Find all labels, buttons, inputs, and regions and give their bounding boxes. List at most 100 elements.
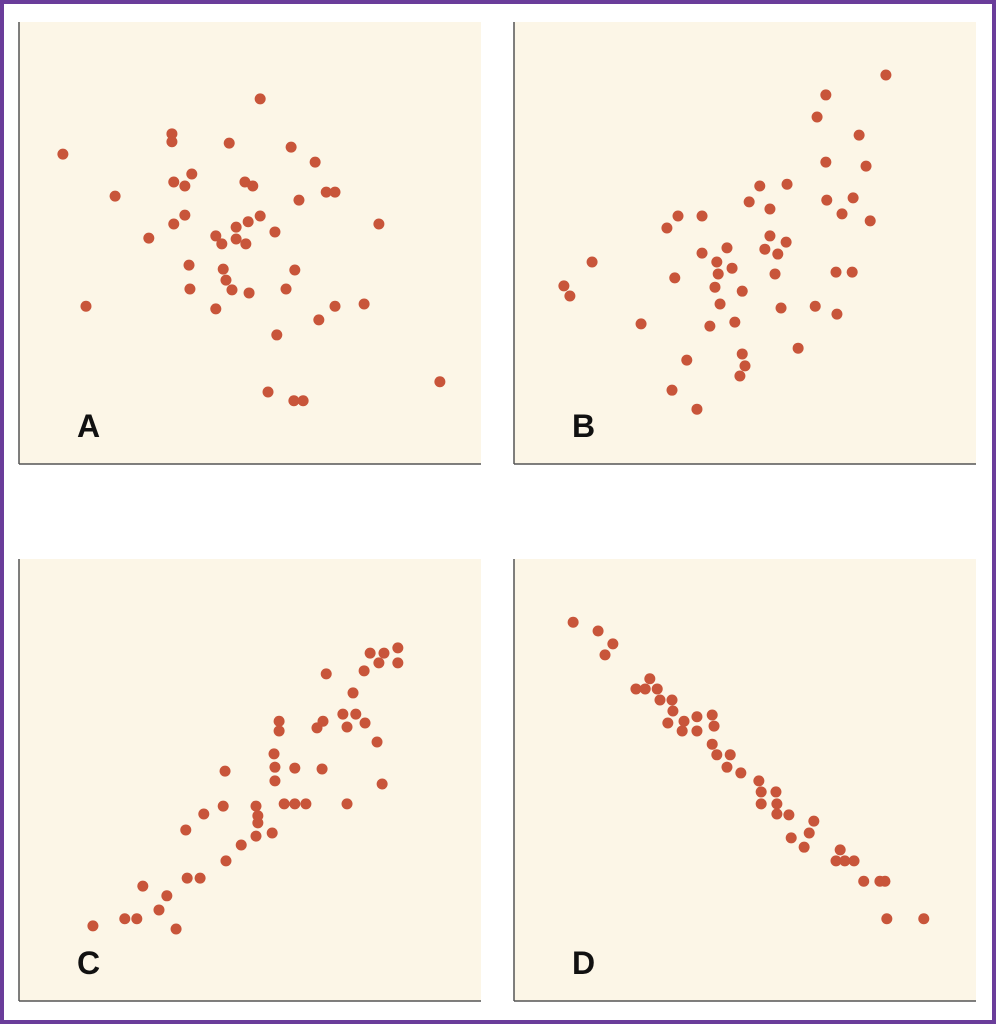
- point: [247, 180, 259, 192]
- point: [309, 156, 321, 168]
- point: [358, 298, 370, 310]
- point: [168, 176, 180, 188]
- point: [268, 748, 280, 760]
- point: [186, 168, 198, 180]
- point: [809, 300, 821, 312]
- point: [798, 841, 810, 853]
- point: [250, 830, 262, 842]
- point: [881, 913, 893, 925]
- plot-background: [514, 559, 976, 1001]
- point: [839, 855, 851, 867]
- point: [764, 203, 776, 215]
- point: [313, 314, 325, 326]
- point: [771, 798, 783, 810]
- point: [678, 715, 690, 727]
- point: [183, 259, 195, 271]
- point: [755, 798, 767, 810]
- point: [712, 268, 724, 280]
- point: [676, 725, 688, 737]
- point: [853, 129, 865, 141]
- point: [721, 761, 733, 773]
- point: [706, 738, 718, 750]
- panel-label: A: [77, 408, 100, 444]
- point: [289, 798, 301, 810]
- point: [329, 300, 341, 312]
- point: [672, 210, 684, 222]
- point: [293, 194, 305, 206]
- point: [359, 717, 371, 729]
- point: [771, 808, 783, 820]
- point: [243, 287, 255, 299]
- point: [289, 264, 301, 276]
- point: [780, 236, 792, 248]
- point: [764, 230, 776, 242]
- point: [269, 775, 281, 787]
- point: [254, 93, 266, 105]
- point: [880, 69, 892, 81]
- point: [350, 708, 362, 720]
- point: [691, 711, 703, 723]
- point: [119, 913, 131, 925]
- point: [691, 725, 703, 737]
- point: [669, 272, 681, 284]
- point: [709, 281, 721, 293]
- point: [434, 376, 446, 388]
- point: [770, 786, 782, 798]
- point: [708, 720, 720, 732]
- point: [180, 824, 192, 836]
- point: [250, 800, 262, 812]
- point: [836, 208, 848, 220]
- point: [216, 238, 228, 250]
- point: [194, 872, 206, 884]
- point: [220, 855, 232, 867]
- point: [320, 668, 332, 680]
- point: [661, 222, 673, 234]
- point: [691, 403, 703, 415]
- point: [651, 683, 663, 695]
- point: [373, 657, 385, 669]
- plot-background: [19, 559, 481, 1001]
- point: [783, 809, 795, 821]
- point: [830, 266, 842, 278]
- point: [830, 855, 842, 867]
- point: [254, 210, 266, 222]
- point: [820, 89, 832, 101]
- point: [753, 775, 765, 787]
- point: [743, 196, 755, 208]
- point: [230, 233, 242, 245]
- point: [654, 694, 666, 706]
- point: [240, 238, 252, 250]
- point: [848, 855, 860, 867]
- point: [223, 137, 235, 149]
- point: [168, 218, 180, 230]
- point: [721, 242, 733, 254]
- panel-label: D: [572, 945, 595, 981]
- point: [371, 736, 383, 748]
- point: [858, 875, 870, 887]
- point: [170, 923, 182, 935]
- point: [734, 370, 746, 382]
- point: [696, 210, 708, 222]
- point: [736, 285, 748, 297]
- point: [161, 890, 173, 902]
- point: [564, 290, 576, 302]
- point: [347, 687, 359, 699]
- point: [266, 827, 278, 839]
- point: [288, 395, 300, 407]
- point: [821, 194, 833, 206]
- point: [358, 665, 370, 677]
- point: [808, 815, 820, 827]
- point: [735, 767, 747, 779]
- point: [252, 817, 264, 829]
- point: [109, 190, 121, 202]
- point: [792, 342, 804, 354]
- panel-label: C: [77, 945, 100, 981]
- point: [736, 348, 748, 360]
- point: [864, 215, 876, 227]
- point: [567, 616, 579, 628]
- point: [706, 709, 718, 721]
- point: [681, 354, 693, 366]
- point: [320, 186, 332, 198]
- point: [262, 386, 274, 398]
